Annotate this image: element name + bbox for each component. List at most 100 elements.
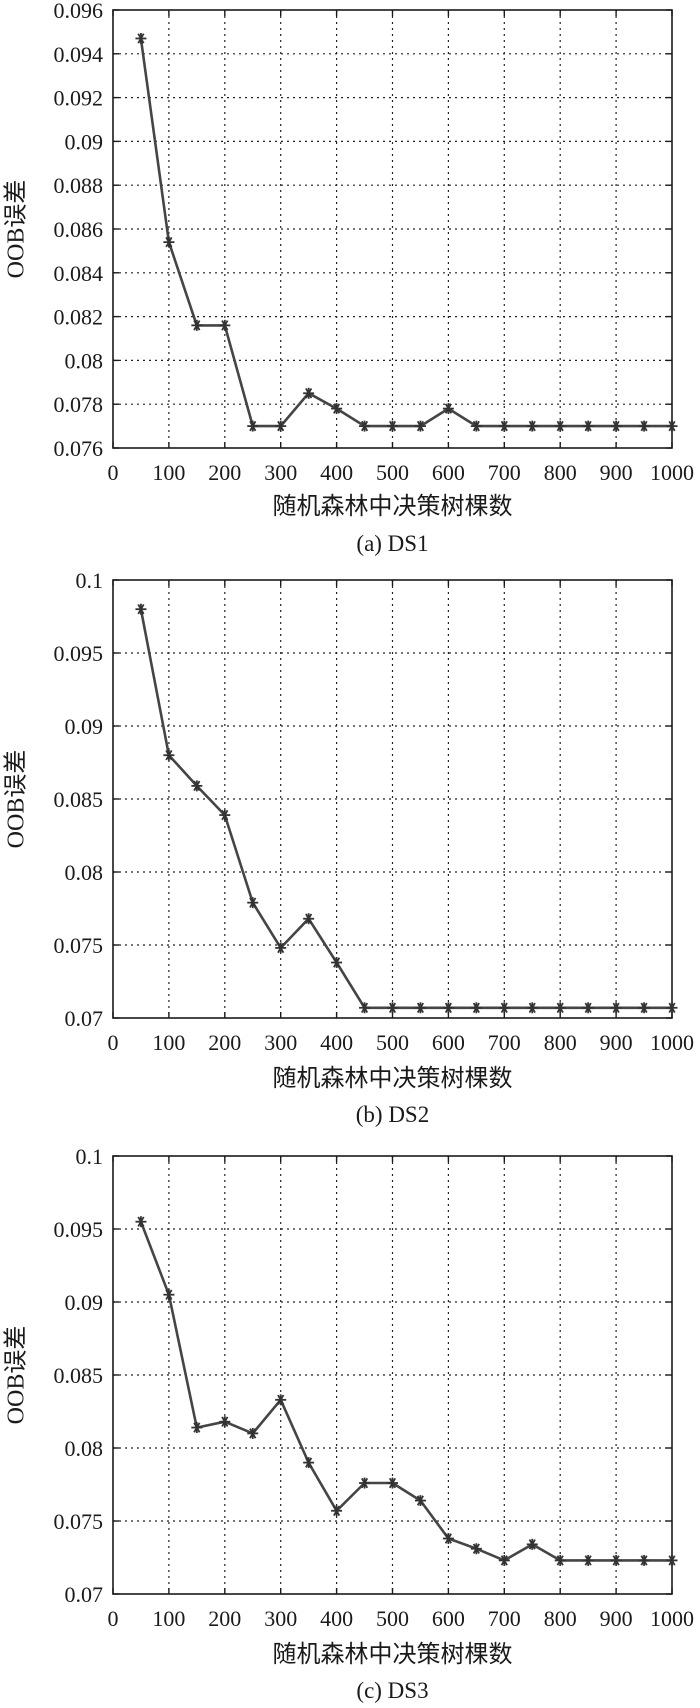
x-tick-label: 1000 — [650, 460, 694, 485]
data-point-marker — [526, 420, 538, 432]
data-point-marker — [442, 1533, 454, 1545]
x-tick-label: 600 — [432, 1606, 465, 1631]
x-tick-label: 200 — [208, 1606, 241, 1631]
data-point-marker — [247, 897, 259, 909]
x-tick-label: 900 — [600, 1606, 633, 1631]
y-tick-label: 0.07 — [65, 1582, 104, 1607]
y-tick-label: 0.082 — [54, 305, 104, 330]
data-point-marker — [666, 420, 678, 432]
x-tick-label: 700 — [488, 460, 521, 485]
x-tick-label: 200 — [208, 1030, 241, 1055]
x-tick-label: 1000 — [650, 1606, 694, 1631]
y-tick-label: 0.085 — [54, 787, 104, 812]
y-tick-label: 0.1 — [76, 568, 104, 593]
data-point-marker — [387, 1477, 398, 1489]
y-tick-label: 0.095 — [54, 641, 104, 666]
data-point-marker — [666, 1002, 678, 1014]
y-axis-title: OOB误差 — [3, 750, 30, 849]
series-line — [139, 608, 672, 1010]
y-tick-label: 0.085 — [54, 1363, 104, 1388]
data-point-marker — [219, 1416, 231, 1428]
data-point-marker — [610, 420, 622, 432]
data-point-marker — [470, 420, 482, 432]
data-point-marker — [638, 1002, 650, 1014]
data-point-marker — [610, 1002, 622, 1014]
data-point-marker — [526, 1538, 538, 1550]
data-point-marker — [303, 1457, 315, 1469]
data-point-marker — [163, 236, 175, 248]
data-point-marker — [498, 420, 510, 432]
data-point-marker — [387, 1002, 398, 1014]
x-tick-label: 500 — [376, 1606, 409, 1631]
y-tick-label: 0.094 — [54, 42, 104, 67]
y-tick-label: 0.092 — [54, 86, 104, 111]
data-point-marker — [163, 1289, 175, 1301]
data-point-marker — [414, 1002, 426, 1014]
x-tick-label: 400 — [320, 1030, 353, 1055]
y-tick-label: 0.075 — [54, 1509, 104, 1534]
x-tick-label: 600 — [432, 1030, 465, 1055]
x-axis-title: 随机森林中决策树棵数 — [273, 493, 513, 520]
data-point-marker — [359, 420, 371, 432]
data-point-marker — [247, 420, 259, 432]
y-tick-label: 0.095 — [54, 1217, 104, 1242]
data-point-marker — [470, 1002, 482, 1014]
chart-caption: (a) DS1 — [356, 531, 428, 556]
x-tick-label: 900 — [600, 1030, 633, 1055]
data-point-marker — [526, 1002, 538, 1014]
data-point-marker — [554, 1554, 566, 1566]
data-point-marker — [582, 1554, 594, 1566]
data-point-marker — [498, 1002, 510, 1014]
chart-caption: (b) DS2 — [356, 1102, 429, 1127]
data-point-marker — [498, 1554, 510, 1566]
x-tick-label: 100 — [152, 1030, 185, 1055]
x-tick-label: 300 — [264, 460, 297, 485]
data-point-marker — [331, 403, 343, 415]
data-point-marker — [303, 913, 315, 925]
data-point-marker — [163, 749, 175, 761]
chart-caption: (c) DS3 — [356, 1678, 428, 1703]
x-tick-label: 700 — [488, 1030, 521, 1055]
y-tick-label: 0.086 — [54, 217, 104, 242]
x-tick-label: 100 — [152, 1606, 185, 1631]
x-tick-label: 900 — [600, 460, 633, 485]
data-point-marker — [582, 1002, 594, 1014]
data-point-marker — [414, 1495, 426, 1507]
data-point-marker — [275, 942, 287, 954]
y-tick-label: 0.09 — [65, 1290, 104, 1315]
data-point-marker — [135, 1216, 147, 1228]
x-tick-label: 0 — [108, 460, 119, 485]
data-point-marker — [414, 420, 426, 432]
data-point-marker — [135, 32, 147, 44]
data-point-marker — [387, 420, 398, 432]
data-point-marker — [219, 809, 231, 821]
x-axis-title: 随机森林中决策树棵数 — [273, 1641, 513, 1668]
y-axis-title: OOB误差 — [3, 1326, 30, 1425]
data-point-marker — [331, 957, 343, 969]
series-line — [139, 38, 672, 428]
x-axis-title: 随机森林中决策树棵数 — [273, 1065, 513, 1092]
y-tick-label: 0.09 — [65, 714, 104, 739]
x-tick-label: 300 — [264, 1030, 297, 1055]
x-tick-label: 400 — [320, 1606, 353, 1631]
data-point-marker — [359, 1002, 371, 1014]
data-point-marker — [359, 1477, 371, 1489]
data-point-marker — [666, 1554, 678, 1566]
y-axis-title: OOB误差 — [3, 180, 30, 279]
data-point-marker — [638, 420, 650, 432]
x-tick-label: 500 — [376, 1030, 409, 1055]
y-tick-label: 0.08 — [65, 348, 104, 373]
data-point-marker — [470, 1543, 482, 1555]
chart-panel-3: 0 100 200 300 400 500 600 700 800 900 1000 0.07 0.07… — [3, 1144, 695, 1703]
x-tick-label: 1000 — [650, 1030, 694, 1055]
chart-panel-2: 0 100 200 300 400 500 600 700 800 900 1000 0.07 0.07… — [3, 568, 695, 1127]
x-tick-label: 400 — [320, 460, 353, 485]
y-tick-label: 0.078 — [54, 392, 104, 417]
x-tick-label: 300 — [264, 1606, 297, 1631]
x-tick-label: 800 — [544, 460, 577, 485]
data-point-marker — [582, 420, 594, 432]
x-tick-label: 700 — [488, 1606, 521, 1631]
x-tick-label: 800 — [544, 1030, 577, 1055]
x-tick-label: 500 — [376, 460, 409, 485]
